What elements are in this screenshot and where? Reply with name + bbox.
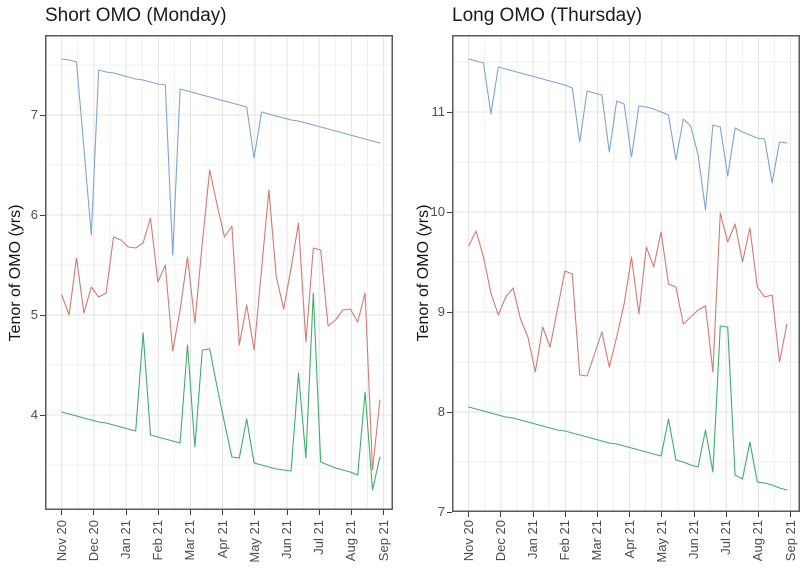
panel-border [45, 35, 393, 510]
red-tenor-line [61, 169, 381, 471]
short-omo-plot-panel [45, 35, 393, 510]
x-tick-label: Jan 21 [525, 520, 541, 560]
y-tick-mark [40, 114, 45, 116]
x-tick-mark [286, 510, 288, 515]
x-tick-label: Apr 21 [214, 520, 230, 559]
y-tick-mark [447, 511, 452, 513]
x-tick-mark [532, 512, 534, 517]
x-tick-mark [725, 512, 727, 517]
y-tick-label: 7 [30, 107, 38, 122]
x-tick-mark [500, 512, 502, 517]
x-tick-mark [383, 510, 385, 515]
y-tick-mark [40, 214, 45, 216]
x-tick-mark [61, 510, 63, 515]
x-tick-label: Mar 21 [589, 520, 605, 561]
panel-title-short-omo: Short OMO (Monday) [45, 5, 227, 26]
y-tick-mark [40, 414, 45, 416]
x-tick-mark [757, 512, 759, 517]
y-tick-label: 7 [437, 504, 445, 519]
x-tick-mark [189, 510, 191, 515]
x-tick-label: May 21 [246, 520, 262, 563]
green-tenor-line [468, 325, 788, 491]
x-tick-mark [564, 512, 566, 517]
y-tick-label: 10 [430, 204, 445, 219]
x-tick-mark [222, 510, 224, 515]
x-tick-label: Aug 21 [750, 520, 766, 562]
x-tick-mark [693, 512, 695, 517]
red-tenor-line [468, 212, 788, 377]
x-tick-mark [350, 510, 352, 515]
x-tick-label: Jul 21 [718, 520, 734, 555]
panel-title-long-omo: Long OMO (Thursday) [452, 5, 643, 26]
x-tick-label: Jun 21 [686, 520, 702, 560]
x-tick-mark [318, 510, 320, 515]
x-tick-mark [790, 512, 792, 517]
x-tick-label: Dec 20 [85, 520, 101, 562]
x-tick-mark [157, 510, 159, 515]
y-tick-mark [447, 111, 452, 113]
x-tick-mark [468, 512, 470, 517]
x-tick-mark [125, 510, 127, 515]
x-tick-mark [596, 512, 598, 517]
x-tick-label: Jan 21 [118, 520, 134, 560]
y-tick-label: 5 [30, 307, 38, 322]
x-tick-mark [661, 512, 663, 517]
x-tick-mark [629, 512, 631, 517]
long-omo-plot-panel [452, 35, 800, 512]
x-tick-label: Feb 21 [557, 520, 573, 561]
x-tick-label: Nov 20 [53, 520, 69, 562]
y-tick-mark [447, 311, 452, 313]
y-tick-mark [40, 314, 45, 316]
x-tick-label: Feb 21 [150, 520, 166, 561]
x-tick-mark [254, 510, 256, 515]
y-tick-label: 9 [437, 304, 445, 319]
x-tick-label: Nov 20 [460, 520, 476, 562]
x-tick-label: Jun 21 [279, 520, 295, 560]
blue-tenor-line [61, 58, 381, 256]
x-tick-label: Apr 21 [621, 520, 637, 559]
y-tick-mark [447, 411, 452, 413]
y-tick-mark [447, 211, 452, 213]
x-tick-label: May 21 [653, 520, 669, 563]
y-tick-label: 6 [30, 207, 38, 222]
x-tick-label: Sep 21 [782, 520, 798, 562]
x-tick-label: Mar 21 [182, 520, 198, 561]
x-tick-label: Sep 21 [375, 520, 391, 562]
y-tick-label: 8 [437, 404, 445, 419]
panel-border [452, 35, 800, 512]
blue-tenor-line [468, 58, 788, 211]
green-tenor-line [61, 292, 381, 491]
x-tick-mark [93, 510, 95, 515]
x-tick-label: Jul 21 [311, 520, 327, 555]
x-tick-label: Aug 21 [343, 520, 359, 562]
y-tick-label: 4 [30, 407, 38, 422]
y-tick-label: 11 [431, 104, 446, 119]
x-tick-label: Dec 20 [492, 520, 508, 562]
